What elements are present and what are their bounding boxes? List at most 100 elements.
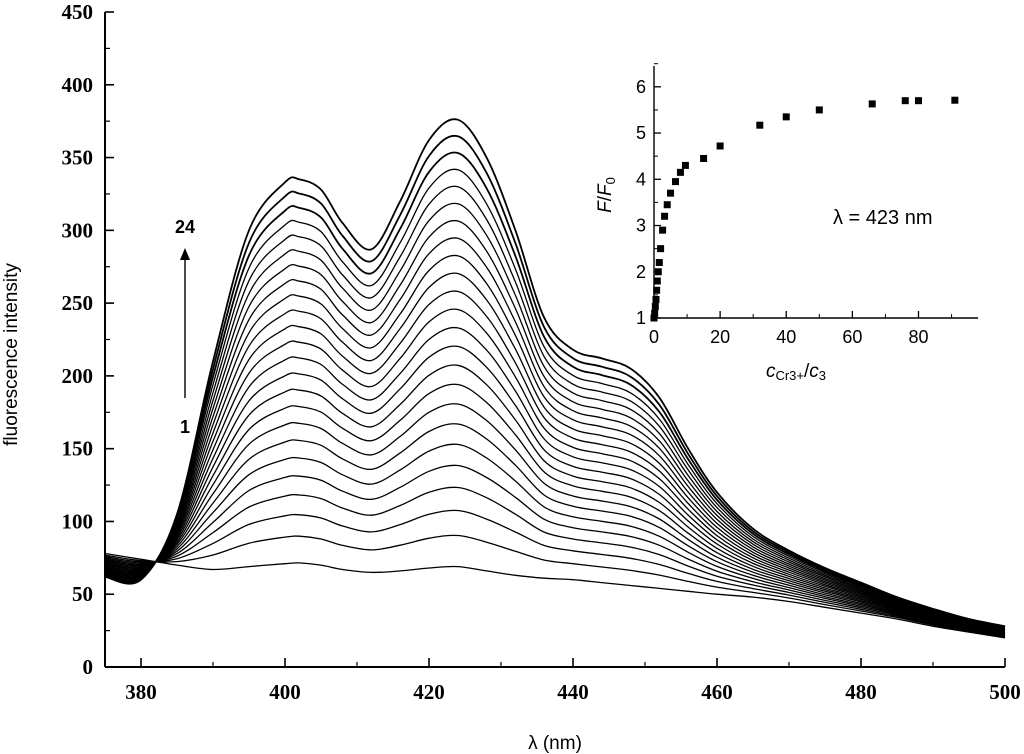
spectrum-curve-24 bbox=[104, 118, 1006, 628]
inset-y-tick-label: 2 bbox=[636, 262, 646, 282]
inset-data-point bbox=[676, 168, 684, 176]
inset-data-point bbox=[663, 201, 671, 209]
spectrum-curve-1 bbox=[104, 552, 1006, 639]
spectrum-curve-21 bbox=[104, 168, 1006, 629]
inset-xlabel-sub2: 3 bbox=[819, 368, 826, 383]
inset-data-point bbox=[661, 212, 669, 220]
spectrum-curve-2 bbox=[104, 534, 1006, 638]
spectrum-curve-4 bbox=[104, 486, 1006, 637]
spectrum-curve-11 bbox=[104, 345, 1006, 633]
inset-y-tick-label: 1 bbox=[636, 308, 646, 328]
inset-ylabel-f1: F bbox=[595, 200, 616, 213]
inset-data-point bbox=[651, 302, 659, 310]
y-tick-label: 200 bbox=[62, 364, 94, 388]
inset-data-point bbox=[653, 277, 661, 285]
spectrum-curve-19 bbox=[104, 202, 1006, 630]
inset-y-axis-title: F/F0 bbox=[595, 177, 618, 213]
inset-data-point bbox=[951, 96, 959, 104]
inset-data-point bbox=[901, 97, 909, 105]
inset-data-point bbox=[652, 296, 660, 304]
inset-data-point bbox=[650, 314, 658, 322]
spectrum-curve-18 bbox=[104, 219, 1006, 630]
x-tick-label: 380 bbox=[125, 680, 157, 704]
series-arrow-head bbox=[180, 248, 190, 260]
x-tick-label: 460 bbox=[701, 680, 733, 704]
x-tick-label: 500 bbox=[989, 680, 1021, 704]
inset-x-axis-title: cCr3+/c3 bbox=[766, 361, 826, 383]
spectrum-curve-22 bbox=[104, 151, 1006, 628]
inset-xlabel-sub1: Cr3+ bbox=[775, 368, 804, 383]
inset-y-tick-label: 4 bbox=[636, 169, 646, 189]
inset-data-point bbox=[651, 309, 659, 317]
spectrum-curve-3 bbox=[104, 509, 1006, 638]
inset-ylabel-sub: 0 bbox=[603, 177, 618, 184]
spectrum-curve-13 bbox=[104, 308, 1006, 632]
x-tick-label: 440 bbox=[557, 680, 589, 704]
inset-data-point bbox=[659, 226, 667, 234]
inset-data-point bbox=[654, 268, 662, 276]
x-tick-label: 480 bbox=[845, 680, 877, 704]
y-axis-title: fluorescence intensity bbox=[1, 263, 22, 446]
y-tick-label: 150 bbox=[62, 437, 94, 461]
inset-data-point bbox=[815, 106, 823, 114]
inset-data-point bbox=[700, 154, 708, 162]
inset-data-point bbox=[671, 178, 679, 186]
inset-data-point bbox=[868, 100, 876, 108]
spectrum-curve-12 bbox=[104, 326, 1006, 633]
x-tick-label: 400 bbox=[269, 680, 301, 704]
spectrum-curve-20 bbox=[104, 185, 1006, 629]
y-tick-label: 250 bbox=[62, 291, 94, 315]
spectrum-curve-8 bbox=[104, 403, 1006, 635]
inset-y-tick-label: 5 bbox=[636, 123, 646, 143]
y-tick-label: 100 bbox=[62, 509, 94, 533]
x-tick-label: 420 bbox=[413, 680, 445, 704]
inset-x-tick-label: 80 bbox=[908, 327, 928, 347]
y-tick-label: 50 bbox=[72, 582, 93, 606]
spectrum-curve-7 bbox=[104, 423, 1006, 635]
inset-wavelength-annotation: λ = 423 nm bbox=[833, 207, 933, 229]
inset-data-point bbox=[782, 113, 790, 121]
inset-data-point bbox=[657, 245, 665, 253]
y-tick-label: 450 bbox=[62, 0, 94, 24]
y-tick-label: 400 bbox=[62, 73, 94, 97]
series-annotation: 24 1 bbox=[175, 217, 195, 437]
y-tick-label: 0 bbox=[83, 655, 94, 679]
inset-x-tick-label: 60 bbox=[842, 327, 862, 347]
inset-points bbox=[650, 96, 959, 322]
inset-ylabel-sep: / bbox=[595, 195, 616, 201]
inset-data-point bbox=[653, 286, 661, 294]
inset-xlabel-c2: c bbox=[809, 361, 819, 382]
inset-data-point bbox=[716, 142, 724, 150]
series-label-1: 1 bbox=[180, 417, 190, 437]
spectrum-curve-5 bbox=[104, 464, 1006, 636]
y-tick-label: 350 bbox=[62, 146, 94, 170]
inset-x-tick-label: 40 bbox=[776, 327, 796, 347]
inset-xlabel-sep: / bbox=[804, 361, 810, 382]
spectrum-curve-9 bbox=[104, 383, 1006, 634]
spectrum-curve-10 bbox=[104, 364, 1006, 634]
inset-data-point bbox=[655, 259, 663, 267]
inset-y-tick-label: 6 bbox=[636, 77, 646, 97]
inset-x-tick-label: 0 bbox=[649, 327, 659, 347]
spectrum-curve-16 bbox=[104, 254, 1006, 631]
inset-data-point bbox=[914, 97, 922, 105]
spectrum-curve-17 bbox=[104, 237, 1006, 630]
spectrum-curve-15 bbox=[104, 272, 1006, 631]
series-label-24: 24 bbox=[175, 217, 195, 237]
inset-data-point bbox=[756, 121, 764, 129]
inset-ylabel-f2: F bbox=[595, 183, 616, 196]
inset-data-point bbox=[681, 161, 689, 169]
inset-x-tick-label: 20 bbox=[710, 327, 730, 347]
spectrum-curve-23 bbox=[104, 134, 1006, 628]
spectrum-curve-14 bbox=[104, 290, 1006, 632]
x-axis-title: λ (nm) bbox=[528, 733, 582, 754]
y-tick-label: 300 bbox=[62, 218, 94, 242]
inset-xlabel-c1: c bbox=[766, 361, 776, 382]
inset-data-point bbox=[667, 189, 675, 197]
spectral-curves bbox=[104, 118, 1006, 639]
spectrum-curve-6 bbox=[104, 443, 1006, 636]
